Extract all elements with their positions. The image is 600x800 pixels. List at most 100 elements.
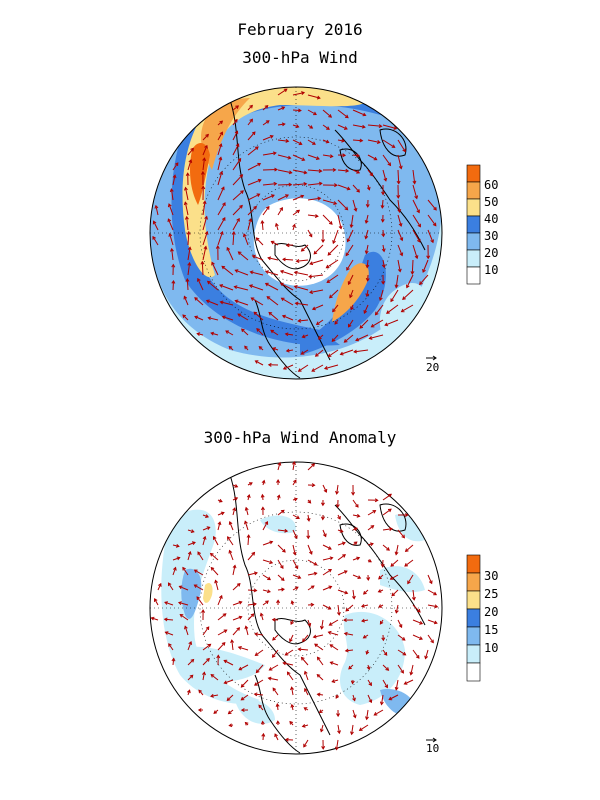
wind-vector	[412, 619, 423, 625]
wind-vector	[247, 589, 257, 592]
wind-vector-head	[342, 153, 347, 158]
wind-vector	[249, 284, 264, 291]
wind-vector-head	[234, 118, 238, 123]
wind-vector-head	[270, 329, 275, 334]
wind-vector-head	[233, 285, 238, 290]
wind-vector	[312, 304, 324, 310]
wind-vector	[277, 139, 289, 142]
wind-vector-head	[185, 172, 190, 177]
wind-vector-head	[202, 157, 207, 162]
wind-vector	[345, 604, 354, 612]
wind-vector-head	[264, 105, 269, 109]
wind-vector-head	[204, 215, 208, 220]
wind-vector	[187, 231, 190, 246]
wind-vector-head	[292, 461, 296, 465]
wind-vector-head	[210, 566, 215, 571]
wind-vector-head	[205, 133, 209, 138]
wind-vector-head	[411, 596, 416, 601]
wind-vector	[309, 259, 324, 265]
wind-vector-head	[271, 654, 276, 658]
wind-vector-head	[345, 607, 350, 612]
wind-vector	[262, 521, 268, 531]
wind-vector-head	[345, 252, 350, 257]
wind-vector-head	[171, 657, 176, 662]
wind-vector-head	[239, 204, 243, 209]
wind-vector	[201, 261, 204, 276]
wind-vector	[164, 618, 174, 621]
wind-vector	[152, 236, 159, 246]
wind-vector-head	[341, 541, 346, 546]
wind-vector	[304, 671, 309, 681]
wind-vector	[194, 584, 204, 591]
wind-vector	[222, 316, 234, 321]
wind-vector	[262, 589, 271, 593]
wind-vector-head	[368, 699, 373, 704]
wind-vector	[367, 510, 376, 516]
wind-vector	[382, 139, 395, 148]
wind-vector-head	[211, 261, 215, 266]
wind-vector-head	[365, 650, 370, 655]
wind-vector	[187, 529, 194, 533]
wind-vector-head	[292, 551, 297, 556]
wind-vector-head	[417, 223, 421, 228]
wind-vector	[277, 588, 285, 591]
wind-vector-head	[342, 554, 346, 558]
wind-vector	[391, 589, 399, 597]
wind-vector-head	[346, 186, 351, 191]
wind-vector	[274, 733, 279, 741]
wind-vector-head	[336, 713, 341, 718]
wind-vector-head	[384, 684, 388, 689]
wind-vector-head	[387, 162, 392, 167]
wind-vector	[292, 461, 295, 471]
wind-vector-head	[362, 112, 367, 117]
wind-vector	[247, 613, 254, 621]
wind-vector	[202, 158, 205, 171]
wind-vector-head	[276, 599, 281, 604]
wind-vector	[352, 557, 360, 561]
wind-vector-head	[295, 124, 300, 129]
wind-vector-head	[352, 595, 356, 600]
wind-vector	[244, 521, 249, 531]
wind-vector-head	[338, 225, 343, 230]
wind-vector	[172, 280, 174, 291]
wind-vector-head	[176, 556, 181, 561]
wind-vector	[262, 105, 269, 111]
wind-vector-head	[328, 622, 333, 626]
wind-vector	[215, 580, 219, 591]
wind-vector	[363, 589, 369, 595]
wind-vector	[397, 169, 400, 184]
wind-vector-head	[254, 146, 259, 150]
wind-vector	[225, 330, 234, 336]
wind-vector	[247, 572, 258, 576]
wind-vector	[337, 109, 349, 118]
wind-vector	[321, 619, 324, 629]
wind-vector	[366, 289, 369, 297]
wind-vector	[301, 244, 309, 252]
wind-vector	[172, 658, 175, 666]
wind-vector	[277, 544, 286, 553]
wind-vector-head	[391, 144, 396, 148]
wind-vector-head	[378, 604, 383, 608]
wind-vector	[292, 124, 299, 128]
wind-vector-head	[433, 620, 438, 625]
wind-vector	[234, 286, 249, 291]
wind-vector	[168, 203, 174, 216]
wind-vector-head	[334, 183, 338, 188]
wind-vector	[217, 595, 223, 606]
wind-vector-head	[323, 533, 327, 538]
wind-vector	[292, 109, 301, 112]
wind-vector-head	[381, 280, 386, 285]
wind-vector	[187, 159, 192, 171]
wind-vector-head	[335, 695, 340, 699]
wind-vector	[412, 589, 415, 600]
wind-vector	[427, 199, 437, 211]
wind-vector	[217, 512, 225, 516]
wind-vector-head	[348, 665, 352, 670]
wind-vector-head	[193, 569, 198, 574]
wind-vector	[241, 328, 249, 336]
wind-vector-head	[244, 721, 249, 726]
wind-vector-head	[311, 463, 316, 467]
wind-vector	[379, 289, 384, 301]
wind-vector-head	[267, 576, 272, 581]
wind-vector	[412, 604, 421, 613]
